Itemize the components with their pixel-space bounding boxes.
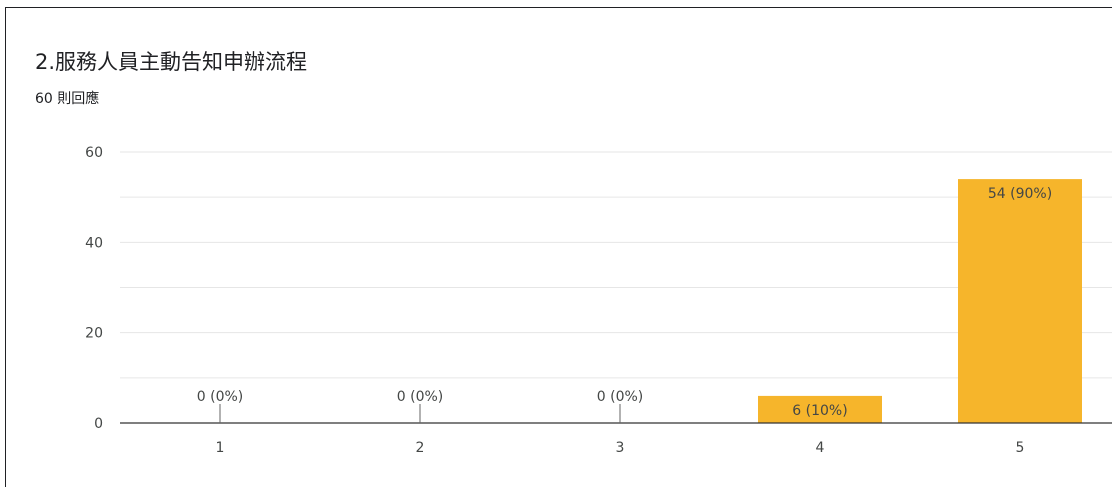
data-label: 6 (10%)	[792, 403, 847, 419]
x-tick-label: 3	[616, 440, 625, 456]
bar	[758, 395, 882, 423]
x-tick-label: 4	[816, 440, 825, 456]
labels: 0 20 40 60 0 (0%) 1 0 (0%) 2 0 (0%) 3 6 (10%) 4 54 (…	[85, 145, 1052, 456]
x-tick-label: 1	[216, 440, 225, 456]
data-label: 0 (0%)	[397, 389, 444, 405]
y-tick-label: 0	[94, 416, 103, 432]
grid-lines	[120, 151, 1112, 379]
response-count: 60 則回應	[35, 91, 100, 107]
data-label: 0 (0%)	[597, 389, 644, 405]
x-tick-label: 2	[416, 440, 425, 456]
data-label: 54 (90%)	[988, 186, 1052, 202]
chart-card	[5, 7, 1112, 487]
bars	[758, 179, 1082, 423]
chart-title: 2.服務人員主動告知申辦流程	[35, 50, 308, 74]
y-tick-label: 40	[85, 235, 103, 251]
x-tick-label: 5	[1016, 440, 1025, 456]
y-tick-label: 60	[85, 145, 103, 161]
y-tick-label: 20	[85, 326, 103, 342]
data-label: 0 (0%)	[197, 389, 244, 405]
bar	[958, 179, 1082, 423]
